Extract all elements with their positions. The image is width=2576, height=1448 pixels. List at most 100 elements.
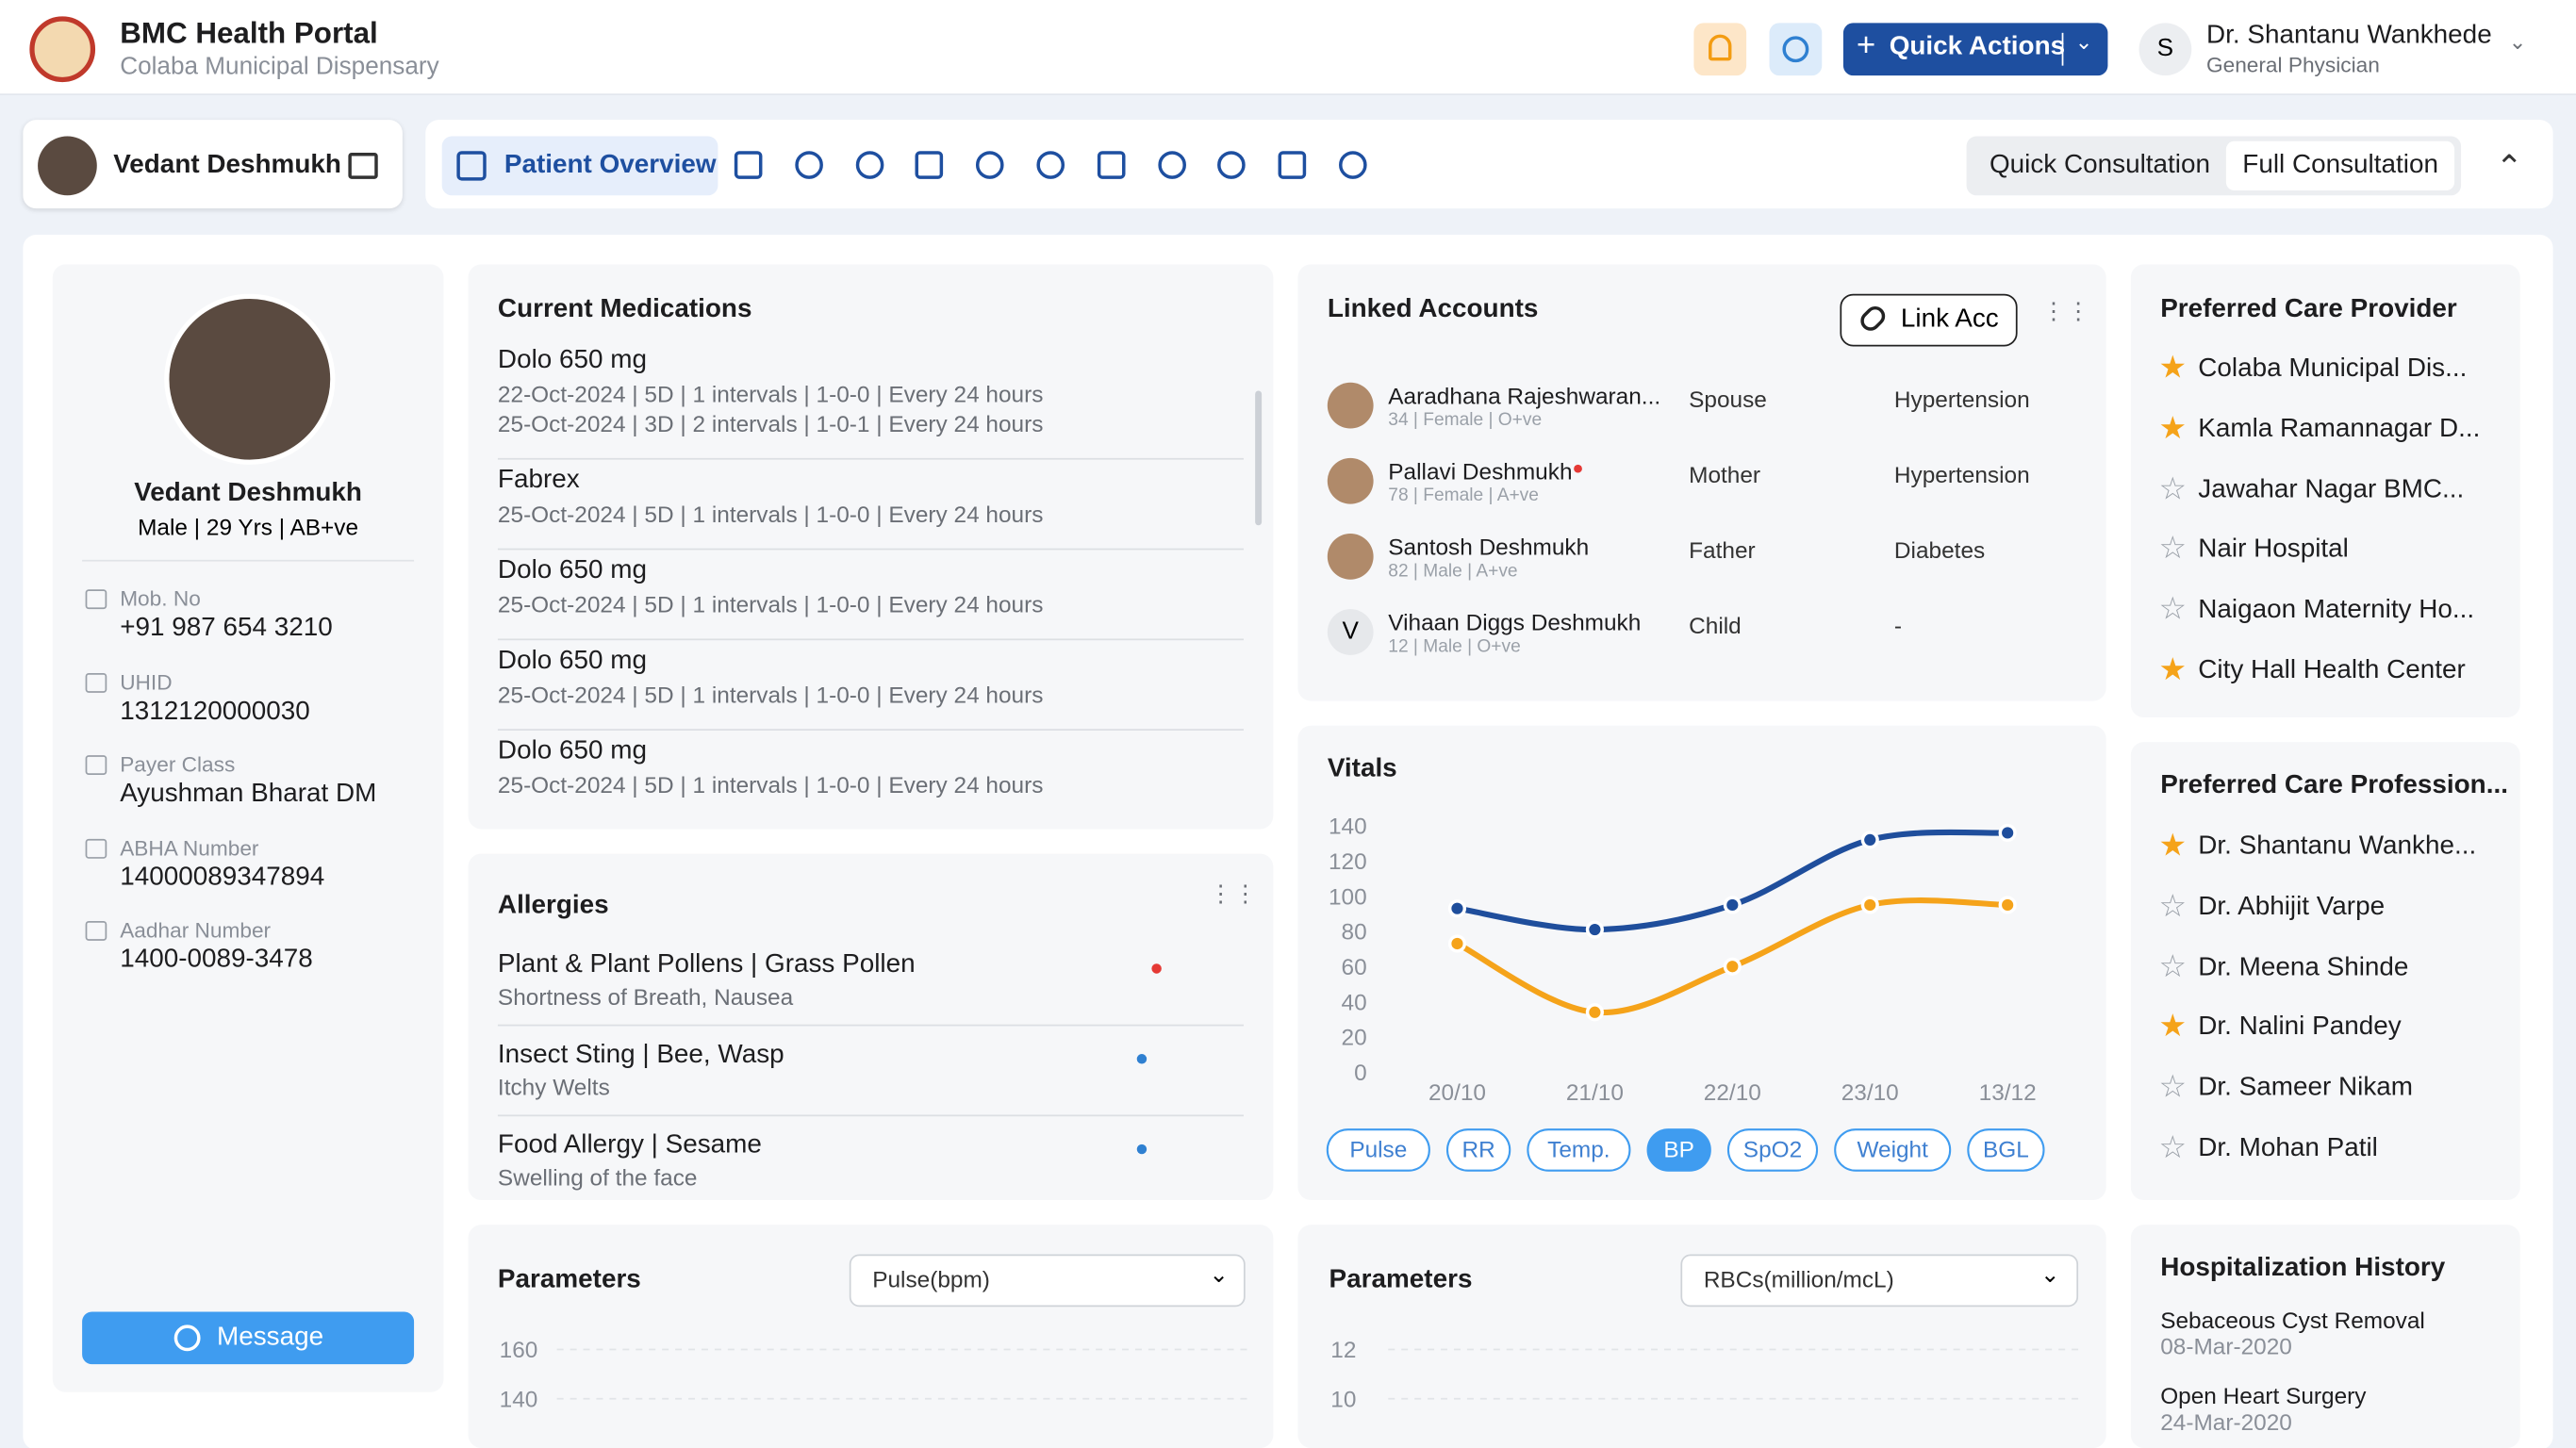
medication-name: Dolo 650 mg — [497, 556, 647, 584]
field-value: Ayushman Bharat DM — [120, 780, 377, 808]
field-icon — [85, 589, 107, 610]
member-condition: Diabetes — [1893, 536, 1986, 564]
list-item[interactable]: Kamla Ramannagar D... — [2198, 415, 2481, 443]
procedure-date: 08-Mar-2020 — [2160, 1333, 2292, 1359]
select-arrow: ⌄ — [2039, 1260, 2060, 1288]
portal-subtitle: Colaba Municipal Dispensary — [120, 52, 439, 81]
user-avatar: S — [2138, 23, 2192, 76]
message-button[interactable] — [82, 1311, 415, 1365]
message-label: Message — [216, 1323, 324, 1352]
quick-actions-button[interactable] — [1842, 23, 2108, 76]
card-title: Linked Accounts — [1327, 295, 1539, 324]
allergy-name: Food Allergy | Sesame — [497, 1130, 762, 1160]
field-label: Aadhar Number — [120, 917, 272, 943]
list-item[interactable]: Dr. Shantanu Wankhe... — [2198, 831, 2477, 861]
tab-icon[interactable] — [855, 151, 883, 179]
card-title: Preferred Care Provider — [2160, 295, 2457, 324]
member-avatar — [1327, 457, 1374, 504]
medication-name: Dolo 650 mg — [497, 346, 647, 375]
collapse[interactable]: ⌄ — [2495, 145, 2523, 183]
allergy-detail: Swelling of the face — [497, 1163, 698, 1191]
medications-card — [468, 264, 1274, 830]
tab-icon[interactable] — [1036, 151, 1065, 179]
parameter-select[interactable] — [1680, 1254, 2079, 1308]
tab-icon[interactable] — [1217, 151, 1247, 179]
alert-dot — [1574, 464, 1582, 473]
list-item[interactable]: Naigaon Maternity Ho... — [2198, 596, 2475, 625]
allergy-detail: Itchy Welts — [497, 1073, 610, 1100]
tab-icon[interactable] — [734, 151, 763, 179]
member-relation: Spouse — [1689, 386, 1767, 413]
procedure: Open Heart Surgery — [2160, 1382, 2367, 1409]
quick-consultation[interactable]: Quick Consultation — [1989, 151, 2210, 179]
quick-actions-label: Quick Actions — [1889, 32, 2066, 61]
panel-icon[interactable] — [348, 152, 378, 179]
medication-name: Dolo 650 mg — [497, 647, 647, 675]
list-item[interactable]: Dr. Abhijit Varpe — [2198, 893, 2386, 921]
medication-name: Dolo 650 mg — [497, 736, 647, 765]
tab-icon[interactable] — [794, 151, 823, 179]
hospitalization-card — [2130, 1225, 2520, 1448]
allergies-card — [468, 853, 1274, 1201]
profile-photo — [164, 293, 336, 465]
star: ★ — [2158, 653, 2188, 688]
tab-icon[interactable] — [1278, 151, 1307, 179]
list-item[interactable]: Nair Hospital — [2198, 535, 2349, 565]
divider — [497, 729, 1244, 731]
tab-icon[interactable] — [1339, 151, 1367, 179]
star: ☆ — [2158, 1070, 2188, 1106]
member-avatar — [1327, 533, 1374, 580]
divider — [497, 548, 1244, 551]
tab-icon[interactable] — [976, 151, 1004, 179]
tab-icon[interactable] — [916, 151, 944, 179]
star: ☆ — [2158, 1130, 2188, 1166]
list-item[interactable]: City Hall Health Center — [2198, 656, 2466, 685]
list-item[interactable]: Dr. Meena Shinde — [2198, 953, 2409, 981]
divider — [497, 638, 1244, 641]
parameter-select[interactable] — [849, 1254, 1246, 1308]
status-dot — [1136, 1054, 1148, 1064]
plus-icon: + — [1856, 27, 1876, 64]
allergy-detail: Shortness of Breath, Nausea — [497, 983, 794, 1011]
card-title: Parameters — [497, 1265, 641, 1294]
member-relation: Child — [1689, 612, 1742, 639]
procedure: Sebaceous Cyst Removal — [2160, 1307, 2425, 1334]
medication-line: 25-Oct-2024 | 5D | 1 intervals | 1-0-0 |… — [497, 681, 1044, 708]
medication-line: 25-Oct-2024 | 5D | 1 intervals | 1-0-0 |… — [497, 501, 1044, 528]
full-consultation[interactable]: Full Consultation — [2242, 151, 2438, 179]
member-name: Aaradhana Rajeshwaran... — [1388, 382, 1661, 409]
field-value: 14000089347894 — [120, 863, 325, 891]
member-avatar: V — [1327, 609, 1374, 655]
field-icon — [85, 672, 107, 693]
medication-name: Fabrex — [497, 466, 580, 495]
link-button[interactable] — [1840, 293, 2018, 347]
member-meta: 78 | Female | A+ve — [1388, 485, 1539, 506]
portal-title: BMC Health Portal — [120, 16, 378, 50]
field-icon — [85, 755, 107, 775]
drag-handle[interactable]: ⋮⋮ — [2042, 299, 2090, 321]
divider — [497, 457, 1244, 460]
field-value: 1400-0089-3478 — [120, 946, 313, 974]
list-item[interactable]: Dr. Sameer Nikam — [2198, 1074, 2413, 1102]
scrollbar[interactable] — [1255, 390, 1263, 526]
user-menu[interactable]: ⌄ — [2508, 29, 2527, 55]
member-name: Pallavi Deshmukh — [1388, 457, 1573, 485]
field-icon — [85, 838, 107, 858]
field-icon — [85, 920, 107, 941]
list-item[interactable]: Dr. Nalini Pandey — [2198, 1013, 2402, 1042]
active-tab[interactable] — [441, 136, 718, 196]
tab-icon[interactable] — [1157, 151, 1186, 179]
field-label: ABHA Number — [120, 834, 259, 860]
star: ☆ — [2158, 889, 2188, 925]
list-item[interactable]: Dr. Mohan Patil — [2198, 1134, 2378, 1162]
status-dot — [1136, 1144, 1148, 1155]
select-arrow: ⌄ — [1209, 1260, 1229, 1288]
member-meta: 34 | Female | O+ve — [1388, 410, 1543, 431]
status-dot — [1151, 963, 1162, 974]
star: ★ — [2158, 829, 2188, 864]
tab-icon[interactable] — [1097, 151, 1126, 179]
drag-handle[interactable]: ⋮⋮ — [1209, 881, 1257, 904]
list-item[interactable]: Colaba Municipal Dis... — [2198, 354, 2468, 383]
list-item[interactable]: Jawahar Nagar BMC... — [2198, 475, 2465, 503]
star: ☆ — [2158, 593, 2188, 628]
